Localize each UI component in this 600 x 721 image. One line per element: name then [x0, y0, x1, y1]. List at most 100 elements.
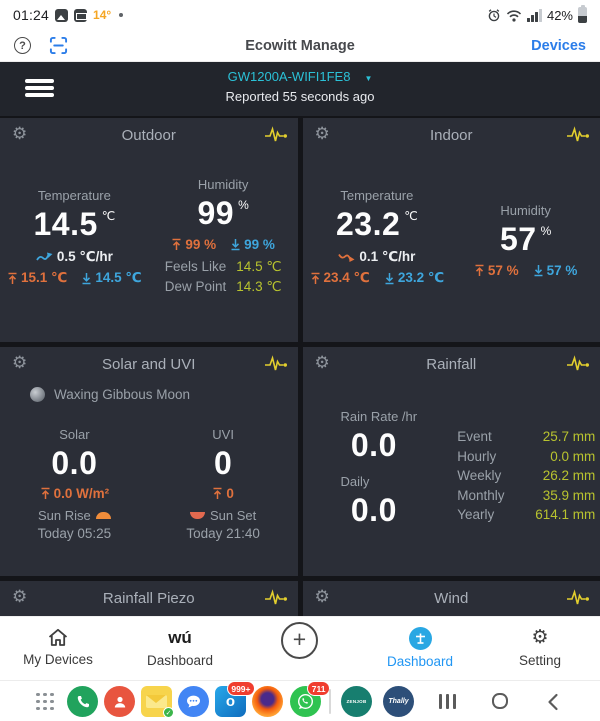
moon-icon: [30, 387, 45, 402]
bottom-nav: My Devices wú Dashboard + Dashboard ⚙ Se…: [0, 616, 600, 680]
max-icon: [311, 272, 319, 284]
outdoor-temperature-block: Temperature 14.5 ℃ 0.5 ℃/hr 15.1 ℃ 14.5 ℃: [0, 188, 149, 295]
gear-icon[interactable]: ⚙: [12, 124, 28, 143]
message-notification-icon: [74, 8, 88, 22]
rain-rate-block: Rain Rate /hr 0.0 Daily 0.0: [303, 409, 446, 529]
clock: 01:24: [13, 7, 50, 23]
min-icon: [82, 272, 91, 284]
home-icon: [48, 628, 68, 646]
chart-pulse-icon[interactable]: [566, 355, 590, 378]
temperature-label: Temperature: [340, 188, 414, 203]
humidity-value: 57: [499, 221, 537, 257]
notification-dot: [119, 13, 124, 17]
dew-point-row: Dew Point 14.3 ℃: [164, 279, 282, 294]
battery-icon: [578, 5, 587, 23]
card-outdoor: ⚙ Outdoor Temperature 14.5 ℃ 0.5 ℃/hr 15.…: [0, 118, 298, 342]
wunderground-logo: wú: [168, 628, 192, 647]
outlook-app-icon[interactable]: o 999+: [215, 681, 255, 717]
temperature-min: 23.2 ℃: [384, 270, 444, 286]
indoor-temperature-block: Temperature 23.2 ℃ 0.1 ℃/hr 23.4 ℃ 23.2 ℃: [303, 188, 452, 286]
temperature-trend: 0.5 ℃/hr: [36, 249, 113, 265]
chart-pulse-icon[interactable]: [566, 126, 590, 149]
outdoor-humidity-block: Humidity 99% 99 % 99 % Feels Like 14.5 ℃ …: [149, 177, 298, 295]
sunrise-time: Today 05:25: [37, 526, 112, 541]
nav-dashboard-active[interactable]: Dashboard: [370, 627, 470, 669]
card-title-indoor: Indoor: [429, 126, 473, 144]
humidity-unit: %: [540, 224, 552, 238]
menu-icon[interactable]: [25, 79, 54, 97]
chart-pulse-icon[interactable]: [566, 589, 590, 612]
solar-label: Solar: [59, 427, 90, 442]
temperature-trend: 0.1 ℃/hr: [338, 249, 415, 265]
android-taskbar: ✓ o 999+ 711 ZENJOB Thally: [0, 680, 600, 721]
contacts-app-icon[interactable]: [104, 686, 135, 717]
gear-icon[interactable]: ⚙: [12, 587, 28, 606]
sunrise-row: Sun Rise: [38, 508, 111, 523]
moon-phase-row: Waxing Gibbous Moon: [30, 387, 298, 402]
nav-my-devices[interactable]: My Devices: [8, 627, 108, 667]
dashboard-grid: ⚙ Outdoor Temperature 14.5 ℃ 0.5 ℃/hr 15.…: [0, 116, 600, 616]
temperature-unit: ℃: [404, 209, 418, 223]
card-wind: ⚙ Wind: [302, 581, 600, 616]
sunset-icon: [189, 511, 205, 520]
android-status-bar: 01:24 14° 42%: [0, 0, 600, 30]
card-title-rainfall-piezo: Rainfall Piezo: [102, 589, 195, 607]
taskbar-divider: [329, 689, 331, 714]
messages-app-icon[interactable]: [178, 686, 209, 717]
signal-icon: [527, 8, 542, 22]
min-icon: [231, 239, 240, 251]
nav-setting[interactable]: ⚙ Setting: [518, 627, 562, 668]
temperature-value: 14.5: [33, 206, 98, 242]
whatsapp-badge: 711: [307, 681, 330, 696]
recents-button[interactable]: [439, 694, 456, 709]
gear-icon[interactable]: ⚙: [314, 353, 330, 372]
chart-pulse-icon[interactable]: [264, 355, 288, 378]
temperature-max: 23.4 ℃: [310, 270, 370, 286]
trend-up-icon: [36, 252, 53, 261]
add-button[interactable]: +: [281, 622, 318, 659]
devices-link[interactable]: Devices: [531, 37, 586, 54]
solar-block: Solar 0.0 0.0 W/m² Sun Rise Today 05:25: [0, 427, 149, 541]
gear-icon[interactable]: ⚙: [314, 587, 330, 606]
app-bar: ? Ecowitt Manage Devices: [0, 30, 600, 62]
uvi-max: 0: [212, 486, 234, 501]
nav-wu-dashboard[interactable]: wú Dashboard: [146, 628, 214, 668]
mail-app-icon[interactable]: ✓: [141, 686, 174, 718]
phone-app-icon[interactable]: [67, 686, 98, 717]
gear-icon[interactable]: ⚙: [314, 124, 330, 143]
max-icon: [172, 238, 181, 250]
card-solar-uvi: ⚙ Solar and UVI Waxing Gibbous Moon Sola…: [0, 347, 298, 576]
rainfall-stats: Event 25.7 mm Hourly 0.0 mm Weekly 26.2 mm …: [445, 429, 600, 529]
battery-percent: 42%: [546, 7, 573, 23]
trend-down-icon: [338, 254, 355, 262]
temperature-min: 14.5 ℃: [81, 270, 142, 286]
help-icon[interactable]: ?: [14, 37, 31, 54]
feels-like-row: Feels Like 14.5 ℃: [164, 259, 282, 274]
min-icon: [534, 265, 543, 277]
device-name: GW1200A-WIFI1FE8: [227, 69, 351, 84]
scan-qr-icon[interactable]: [49, 36, 68, 55]
back-button[interactable]: [547, 693, 559, 716]
chevron-down-icon: ▼: [364, 74, 373, 83]
sunrise-icon: [95, 511, 111, 520]
chart-pulse-icon[interactable]: [264, 589, 288, 612]
device-selector[interactable]: GW1200A-WIFI1FE8 ▼: [0, 62, 600, 84]
ecowitt-dashboard-icon: [408, 627, 432, 650]
rain-rate-label: Rain Rate /hr: [340, 409, 418, 424]
home-button[interactable]: [492, 693, 508, 709]
device-header: GW1200A-WIFI1FE8 ▼ Reported 55 seconds ag…: [0, 62, 600, 116]
uvi-label: UVI: [212, 427, 234, 442]
card-title-rainfall: Rainfall: [426, 355, 477, 373]
card-title-solar-uvi: Solar and UVI: [102, 355, 196, 373]
whatsapp-app-icon[interactable]: 711: [290, 681, 330, 717]
screenshot-notification-icon: [55, 8, 69, 22]
chart-pulse-icon[interactable]: [264, 126, 288, 149]
thally-app-icon[interactable]: Thally: [383, 686, 414, 717]
gear-icon[interactable]: ⚙: [12, 353, 28, 372]
solar-max: 0.0 W/m²: [40, 486, 109, 501]
firefox-app-icon[interactable]: [252, 686, 283, 717]
zenjob-app-icon[interactable]: ZENJOB: [341, 686, 372, 717]
app-drawer-icon[interactable]: [36, 692, 55, 711]
stat-row-yearly: Yearly 614.1 mm: [457, 507, 596, 522]
moon-phase-label: Waxing Gibbous Moon: [54, 387, 191, 402]
